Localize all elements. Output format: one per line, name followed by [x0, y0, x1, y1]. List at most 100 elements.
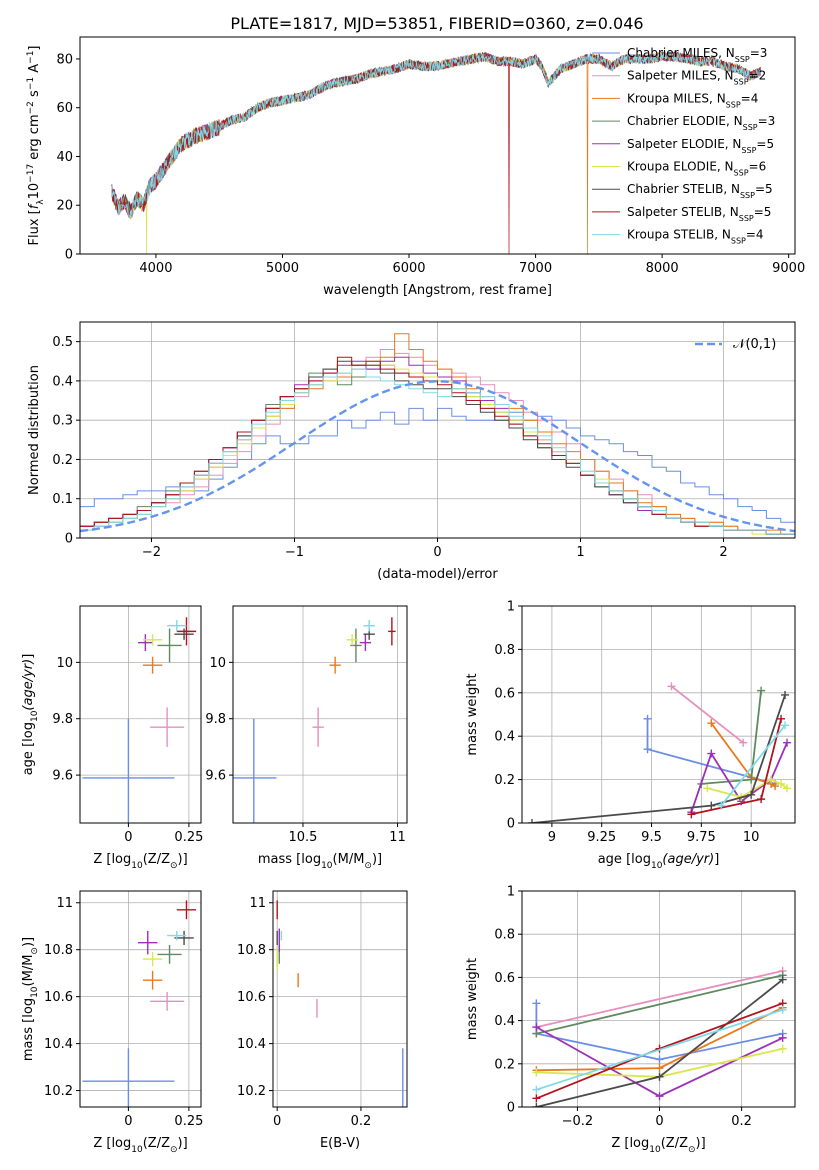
- x-tick-label: 0.25: [174, 830, 203, 845]
- weight-marker: [783, 784, 792, 793]
- y-tick-label: 10: [56, 656, 73, 671]
- data-point: [157, 628, 182, 663]
- label-part: ⊙: [30, 947, 40, 955]
- label-part: −1: [26, 51, 36, 64]
- y-axis-label: mass weight: [465, 673, 480, 755]
- legend-entry: Kroupa MILES, NSSP=4: [627, 91, 758, 109]
- label-part: Chabrier ELODIE,: [627, 114, 734, 128]
- label-part: N: [732, 137, 741, 151]
- axes-frame: [79, 890, 202, 1108]
- x-tick-label: 0: [433, 545, 441, 560]
- y-tick-label: 10.4: [44, 1037, 73, 1052]
- label-part: (age/yr): [662, 852, 714, 867]
- y-tick-label: 10.8: [44, 943, 73, 958]
- label-part: −1: [26, 77, 36, 90]
- label-part: A: [27, 64, 42, 73]
- x-axis-label: wavelength [Angstrom, rest frame]: [323, 283, 552, 298]
- data-point: [233, 718, 277, 823]
- weight-line: [701, 690, 762, 785]
- legend-entry: Kroupa STELIB, NSSP=4: [627, 228, 764, 246]
- x-tick-label: 0: [124, 830, 132, 845]
- label-part: log: [631, 852, 651, 867]
- weight-marker: [778, 1044, 787, 1053]
- label-part: SSP: [743, 123, 758, 132]
- weight-marker: [707, 719, 716, 728]
- label-part: Kroupa MILES,: [627, 91, 717, 105]
- label-part: )]: [178, 1136, 188, 1151]
- data-point: [82, 1048, 175, 1107]
- label-part: λ: [36, 199, 46, 205]
- y-tick-label: 0: [507, 817, 515, 832]
- y-tick-label: 20: [56, 199, 73, 214]
- x-tick-label: 1: [576, 545, 584, 560]
- x-axis-label: Z [log10(Z/Z⊙)]: [93, 1136, 187, 1155]
- label-part: N: [722, 228, 731, 242]
- y-tick-label: 10.6: [44, 990, 73, 1005]
- y-tick-label: 1: [507, 600, 515, 615]
- weight-marker: [777, 714, 786, 723]
- label-part: log: [111, 852, 131, 867]
- axes-frame: [79, 605, 202, 824]
- y-tick-label: 10.8: [237, 943, 266, 958]
- x-tick-label: 0.25: [174, 1114, 203, 1129]
- label-part: f: [27, 202, 42, 209]
- label-part: cm: [27, 114, 42, 134]
- figure-title: PLATE=1817, MJD=53851, FIBERID=0360, z=0…: [230, 14, 643, 33]
- label-part: (data-model)/error: [377, 567, 498, 582]
- label-part: Chabrier MILES,: [627, 46, 726, 60]
- label-part: =4: [746, 228, 764, 242]
- label-part: Kroupa ELODIE,: [627, 160, 725, 174]
- weight-marker: [717, 801, 726, 810]
- label-part: (Z/Z: [661, 1136, 688, 1151]
- y-axis-label: mass [log10(M/M⊙)]: [21, 937, 40, 1061]
- x-tick-label: 8000: [646, 261, 679, 276]
- legend-entry: Chabrier ELODIE, NSSP=3: [627, 114, 775, 132]
- weight-marker: [643, 745, 652, 754]
- label-part: 10: [27, 183, 42, 200]
- x-tick-label: 9.5: [641, 830, 662, 845]
- y-axis-label: age [log10(age/yr)]: [21, 654, 40, 776]
- y-tick-label: 80: [56, 52, 73, 67]
- axes-frame: [79, 36, 796, 255]
- label-part: =3: [758, 114, 776, 128]
- label-part: −17: [26, 164, 36, 183]
- plot-area: [276, 900, 404, 1107]
- label-part: N: [730, 205, 739, 219]
- label-part: )]: [178, 852, 188, 867]
- label-part: Z [: [93, 852, 111, 867]
- label-part: =5: [755, 182, 773, 196]
- weight-line: [710, 722, 776, 787]
- label-part: Z [: [611, 1136, 629, 1151]
- weight-marker: [757, 686, 766, 695]
- label-part: 10: [131, 861, 143, 871]
- axes-frame: [521, 605, 796, 824]
- data-point: [142, 970, 163, 990]
- label-part: Normed distribution: [27, 365, 42, 495]
- weight-line: [536, 1008, 783, 1091]
- data-point: [157, 945, 182, 964]
- label-part: Kroupa STELIB,: [627, 228, 722, 242]
- data-point: [142, 656, 163, 674]
- x-tick-label: 7000: [519, 261, 552, 276]
- histogram-step: [80, 368, 795, 538]
- weight-marker: [655, 1072, 664, 1081]
- label-part: N: [726, 46, 735, 60]
- weight-marker: [767, 775, 776, 784]
- y-tick-label: 10: [209, 656, 226, 671]
- x-tick-label: 0: [655, 1114, 663, 1129]
- weight-line: [531, 694, 786, 823]
- weight-marker: [757, 795, 766, 804]
- legend-entry: Chabrier MILES, NSSP=3: [627, 46, 767, 64]
- weight-marker: [655, 1055, 664, 1064]
- label-part: 10: [30, 710, 40, 722]
- label-part: ]: [714, 852, 719, 867]
- y-tick-label: 0.4: [494, 1014, 515, 1029]
- data-point: [388, 617, 396, 646]
- y-axis-label: Flux [fλ10−17 erg cm−2 s−1 A−1]: [26, 45, 46, 245]
- x-tick-label: 11: [389, 830, 406, 845]
- weight-marker: [707, 749, 716, 758]
- label-part: 10: [651, 861, 663, 871]
- data-point: [312, 707, 324, 747]
